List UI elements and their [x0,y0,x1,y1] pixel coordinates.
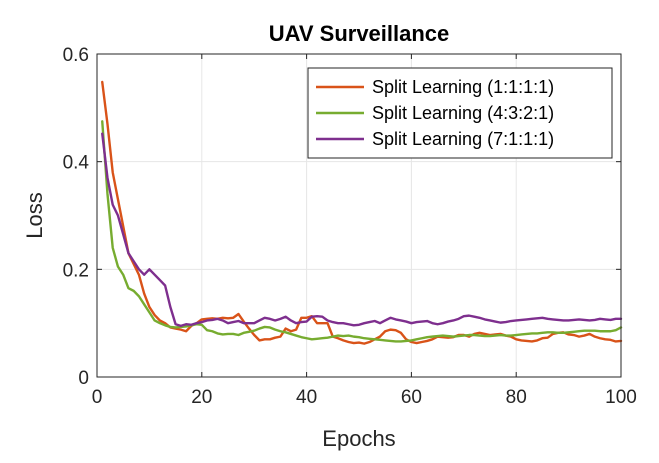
y-tick-label: 0 [78,368,89,389]
x-axis-label: Epochs [322,426,395,451]
series-line-3 [101,132,623,328]
series-line-1 [101,80,623,345]
series-line-2 [101,120,623,343]
legend-label: Split Learning (4:3:2:1) [372,103,554,123]
legend-label: Split Learning (7:1:1:1) [372,129,554,149]
y-tick-label: 0.2 [63,260,89,281]
legend: Split Learning (1:1:1:1) Split Learning (… [307,67,613,159]
x-tick-label: 40 [296,387,317,408]
y-tick-label: 0.4 [63,153,90,174]
x-tick-label: 0 [92,387,103,408]
y-tick-label: 0.6 [63,45,89,66]
chart-title: UAV Surveillance [269,21,450,46]
legend-label: Split Learning (1:1:1:1) [372,77,554,97]
x-tick-label: 100 [605,387,637,408]
ticks: 0 20 40 60 80 100 0 0.2 0.4 0.6 [63,45,637,408]
x-tick-label: 20 [191,387,212,408]
x-tick-label: 80 [506,387,527,408]
axes-box [96,53,622,378]
series-group [101,80,623,345]
x-tick-label: 60 [401,387,422,408]
y-axis-label: Loss [22,192,47,238]
